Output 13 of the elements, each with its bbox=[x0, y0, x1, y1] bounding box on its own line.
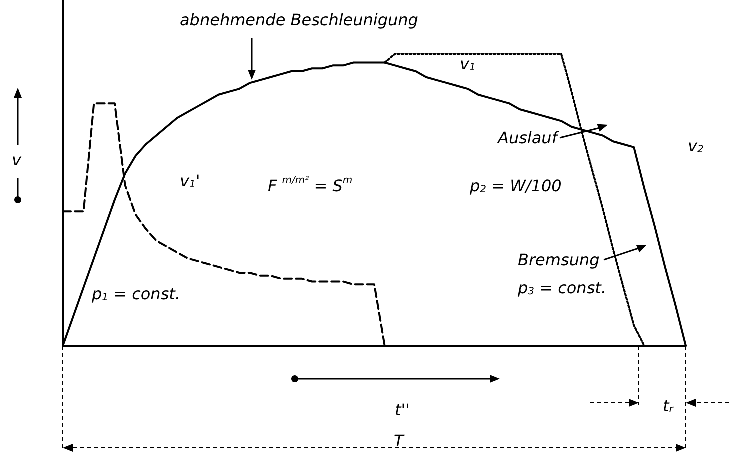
annotation: v1 bbox=[460, 54, 476, 74]
annotation: v1' bbox=[180, 172, 200, 190]
text: v bbox=[12, 150, 22, 170]
text: T bbox=[394, 432, 405, 450]
text: v2 bbox=[688, 136, 704, 156]
annotation: p1 = const. bbox=[91, 284, 181, 304]
annotation: p3 = const. bbox=[517, 278, 607, 298]
annotation: Auslauf bbox=[497, 128, 560, 148]
text: tr bbox=[663, 396, 674, 416]
annotation: Bremsung bbox=[518, 250, 600, 270]
text: t'' bbox=[395, 400, 410, 420]
annotation: p2 = W/100 bbox=[469, 176, 562, 196]
text: abnehmende Beschleunigung bbox=[180, 10, 418, 30]
